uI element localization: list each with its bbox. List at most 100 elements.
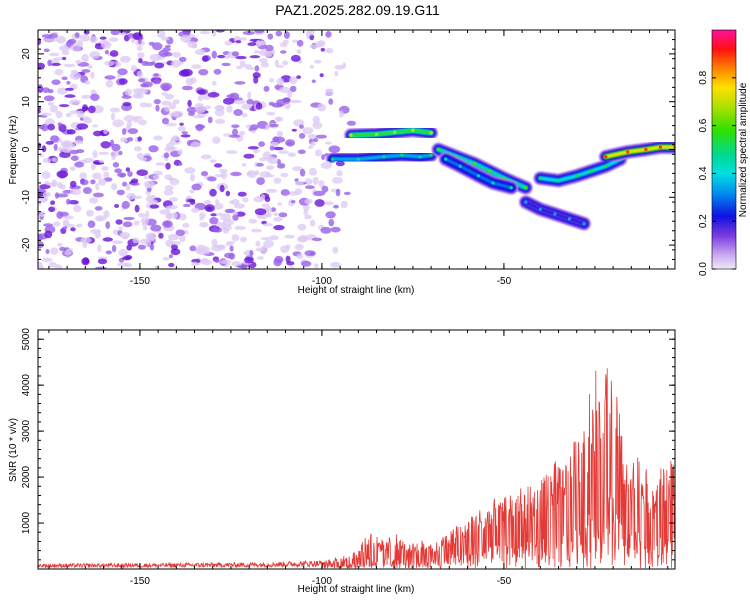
noise-blob — [116, 189, 125, 196]
noise-blob — [98, 159, 104, 163]
noise-blob — [219, 184, 225, 193]
noise-blob — [38, 233, 44, 241]
noise-blob — [186, 106, 198, 113]
ridge-0-layer-4 — [331, 153, 433, 161]
noise-blob — [254, 30, 264, 34]
noise-blob — [62, 56, 67, 61]
noise-blob — [233, 99, 246, 105]
noise-blob — [81, 94, 92, 99]
noise-blob — [68, 38, 77, 45]
noise-blob — [270, 207, 277, 212]
noise-blob — [199, 221, 209, 228]
noise-blob — [287, 90, 293, 99]
noise-blob — [95, 183, 100, 191]
noise-blob — [328, 218, 335, 227]
noise-blob — [43, 95, 55, 102]
colorbar: 0.0 0.2 0.4 0.6 0.8 Normalized spectral ampl… — [698, 29, 749, 276]
noise-blob — [75, 59, 82, 65]
colorbar-gradient — [712, 30, 736, 269]
noise-blob — [162, 256, 170, 261]
noise-blob — [98, 151, 110, 155]
noise-blob — [266, 156, 279, 165]
noise-blob — [258, 58, 268, 63]
noise-blob — [304, 250, 316, 256]
noise-blob — [256, 177, 265, 186]
ridge-peak — [658, 145, 663, 149]
noise-blob — [90, 71, 95, 79]
noise-blob — [288, 266, 295, 269]
noise-blob — [233, 109, 243, 116]
noise-blob — [100, 41, 112, 49]
noise-blob — [59, 246, 67, 252]
noise-blob — [285, 255, 291, 263]
noise-blob — [103, 210, 110, 218]
noise-blob — [41, 257, 53, 263]
noise-blob — [150, 224, 162, 232]
noise-blob — [163, 189, 174, 196]
colorbar-tick-label: 0.0 — [698, 262, 709, 276]
noise-blob — [310, 141, 316, 147]
noise-blob — [136, 88, 149, 95]
noise-blob — [312, 176, 319, 185]
noise-blob — [201, 55, 209, 62]
noise-blob — [266, 165, 275, 170]
noise-blob — [233, 203, 245, 209]
noise-blob — [132, 92, 141, 99]
noise-blob — [155, 162, 166, 166]
noise-blob — [69, 143, 76, 148]
noise-blob — [183, 229, 189, 235]
noise-blob — [80, 179, 89, 186]
noise-blob — [308, 145, 313, 149]
noise-blob — [301, 260, 312, 267]
noise-blob — [61, 49, 70, 56]
noise-blob — [165, 44, 171, 48]
noise-blob — [120, 55, 131, 63]
noise-blob — [98, 178, 107, 186]
noise-blob — [117, 172, 127, 178]
noise-blob — [164, 185, 174, 191]
noise-blob — [168, 254, 173, 259]
noise-blob — [48, 206, 55, 212]
noise-blob — [167, 233, 180, 241]
noise-blob — [134, 146, 142, 152]
noise-blob — [309, 219, 316, 227]
noise-blob — [171, 110, 184, 118]
noise-blob — [204, 246, 210, 255]
noise-blob — [321, 154, 326, 161]
noise-blob — [73, 205, 82, 213]
noise-blob — [76, 149, 85, 154]
noise-blob — [57, 122, 62, 127]
noise-blob — [105, 221, 111, 230]
noise-blob — [99, 36, 107, 40]
noise-blob — [331, 177, 344, 184]
noise-blob — [314, 263, 319, 269]
noise-blob — [330, 226, 341, 233]
noise-blob — [57, 242, 63, 247]
noise-blob — [285, 139, 296, 147]
noise-blob — [64, 94, 76, 98]
noise-blob — [167, 146, 178, 150]
noise-blob — [102, 237, 114, 242]
noise-blob — [334, 70, 339, 77]
noise-blob — [48, 33, 59, 39]
noise-blob — [252, 148, 260, 154]
ridge-5-layer-4 — [538, 157, 622, 183]
noise-blob — [308, 133, 317, 140]
noise-blob — [226, 94, 236, 98]
noise-blob — [207, 176, 217, 182]
noise-blob — [122, 102, 132, 107]
ridge-peak — [476, 174, 480, 178]
noise-blob — [296, 75, 301, 79]
ridge-peak — [400, 153, 404, 157]
noise-blob — [47, 59, 52, 67]
noise-blob — [54, 68, 64, 76]
noise-blob — [314, 149, 322, 157]
noise-blob — [38, 109, 41, 114]
noise-blob — [38, 261, 43, 269]
noise-blob — [278, 212, 288, 218]
noise-blob — [52, 221, 61, 227]
noise-blob — [136, 70, 144, 78]
noise-blob — [232, 128, 238, 137]
noise-blob — [332, 246, 339, 254]
noise-blob — [333, 204, 339, 209]
